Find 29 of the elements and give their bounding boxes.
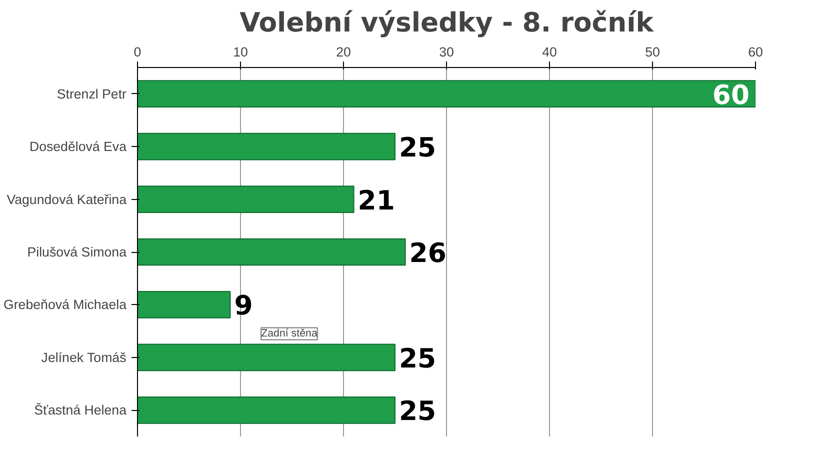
x-tick-label: 30 — [439, 44, 454, 60]
data-label: 26 — [409, 238, 446, 269]
data-label: 21 — [358, 185, 395, 216]
y-tick-label: Grebeňová Michaela — [4, 297, 128, 312]
bar — [138, 291, 231, 318]
bar — [138, 186, 354, 213]
x-tick-label: 40 — [542, 44, 557, 60]
x-tick-label: 60 — [748, 44, 763, 60]
data-label: 25 — [399, 343, 436, 374]
data-label: 25 — [399, 132, 436, 164]
data-label: 60 — [712, 80, 750, 111]
bar — [138, 396, 396, 424]
y-tick-label: Dosedělová Eva — [29, 139, 128, 154]
x-tick-label: 50 — [645, 44, 660, 60]
bar — [138, 238, 406, 266]
y-tick-label: Pilušová Simona — [27, 244, 128, 260]
y-tick-label: Šťastná Helena — [34, 402, 128, 418]
x-tick-label: 20 — [336, 44, 351, 60]
data-label: 25 — [399, 396, 436, 428]
bar — [138, 80, 756, 108]
bar — [138, 132, 396, 160]
y-tick-label: Jelínek Tomáš — [41, 350, 127, 365]
y-tick-label: Strenzl Petr — [56, 86, 128, 102]
y-tick-label: Vagundová Kateřina — [6, 192, 128, 207]
chart-title: Volební výsledky - 8. ročník — [240, 8, 655, 38]
data-label: 9 — [234, 290, 253, 322]
bar — [138, 344, 396, 372]
x-tick-label: 0 — [134, 44, 142, 60]
x-tick-label: 10 — [233, 44, 248, 60]
